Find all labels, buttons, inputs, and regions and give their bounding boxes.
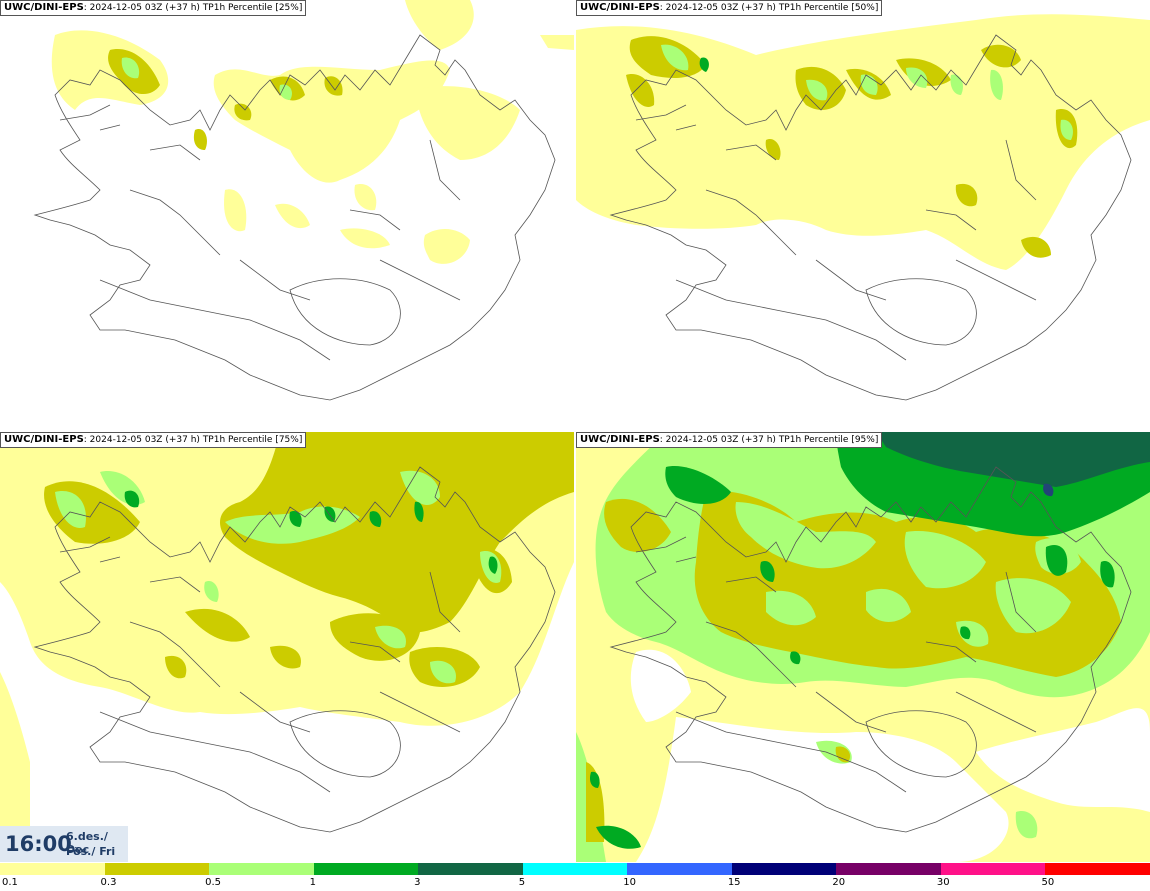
colorbar-segment bbox=[104, 863, 210, 875]
model-name: UWC/DINI-EPS bbox=[4, 434, 84, 445]
variable-name: TP1h Percentile bbox=[778, 435, 849, 445]
panel-title-p25: UWC/DINI-EPS: 2024-12-05 03Z (+37 h) TP1… bbox=[0, 0, 307, 16]
colorbar-tick-label: 20 bbox=[832, 877, 846, 888]
lead-time: (+37 h) bbox=[741, 3, 776, 13]
iceland-coastline bbox=[33, 466, 556, 833]
model-name: UWC/DINI-EPS bbox=[580, 2, 660, 13]
map-panel-p50: UWC/DINI-EPS: 2024-12-05 03Z (+37 h) TP1… bbox=[576, 0, 1150, 430]
map-panel-p25: UWC/DINI-EPS: 2024-12-05 03Z (+37 h) TP1… bbox=[0, 0, 574, 430]
valid-time-box: 16:00 6.des./ Dec Fös./ Fri bbox=[0, 826, 128, 862]
percentile-label: [50%] bbox=[851, 3, 879, 13]
map-panel-p95: UWC/DINI-EPS: 2024-12-05 03Z (+37 h) TP1… bbox=[576, 432, 1150, 862]
colorbar-segment bbox=[627, 863, 733, 875]
model-name: UWC/DINI-EPS bbox=[580, 434, 660, 445]
colorbar bbox=[0, 863, 1150, 875]
colorbar-segment bbox=[313, 863, 419, 875]
run-time: 2024-12-05 03Z bbox=[665, 435, 739, 445]
colorbar-tick-label: 15 bbox=[727, 877, 741, 888]
colorbar-tick-label: 50 bbox=[1041, 877, 1055, 888]
colorbar-tick-label: 3 bbox=[414, 877, 421, 888]
valid-hour: 16:00 bbox=[5, 832, 72, 856]
panel-title-p50: UWC/DINI-EPS: 2024-12-05 03Z (+37 h) TP1… bbox=[576, 0, 883, 16]
colorbar-segment bbox=[836, 863, 942, 875]
iceland-coastline bbox=[33, 34, 556, 401]
precip-field bbox=[576, 14, 1150, 270]
colorbar-segment bbox=[0, 863, 105, 875]
percentile-label: [75%] bbox=[275, 435, 303, 445]
lead-time: (+37 h) bbox=[165, 3, 200, 13]
colorbar-tick-label: 0.5 bbox=[205, 877, 221, 888]
colorbar-tick-label: 1 bbox=[309, 877, 316, 888]
panel-title-p75: UWC/DINI-EPS: 2024-12-05 03Z (+37 h) TP1… bbox=[0, 432, 307, 448]
colorbar-tick-label: 5 bbox=[518, 877, 526, 888]
colorbar-tick-label: 30 bbox=[936, 877, 950, 888]
valid-weekday: Fös./ Fri bbox=[66, 845, 116, 858]
percentile-label: [95%] bbox=[851, 435, 879, 445]
valid-date: 6.des./ Dec bbox=[66, 830, 108, 856]
model-name: UWC/DINI-EPS bbox=[4, 2, 84, 13]
percentile-label: [25%] bbox=[275, 3, 303, 13]
iceland-coastline bbox=[609, 34, 1132, 401]
colorbar-segment bbox=[522, 863, 628, 875]
colorbar-segment bbox=[209, 863, 315, 875]
map-canvas-p50 bbox=[576, 14, 1150, 401]
lead-time: (+37 h) bbox=[165, 435, 200, 445]
map-panel-p75: UWC/DINI-EPS: 2024-12-05 03Z (+37 h) TP1… bbox=[0, 432, 574, 862]
colorbar-segment bbox=[940, 863, 1046, 875]
run-time: 2024-12-05 03Z bbox=[89, 3, 163, 13]
colorbar-tick-label: 0.3 bbox=[100, 877, 117, 888]
precip-field bbox=[576, 432, 1150, 862]
lead-time: (+37 h) bbox=[741, 435, 776, 445]
iceland-coastline bbox=[609, 466, 1132, 833]
colorbar-tick-label: 10 bbox=[623, 877, 636, 888]
map-canvas-p25 bbox=[33, 0, 574, 401]
map-canvas-p95 bbox=[576, 432, 1150, 862]
run-time: 2024-12-05 03Z bbox=[89, 435, 163, 445]
variable-name: TP1h Percentile bbox=[202, 3, 273, 13]
precip-field bbox=[51, 0, 574, 264]
colorbar-segment bbox=[731, 863, 837, 875]
colorbar-segment bbox=[1045, 863, 1150, 875]
variable-name: TP1h Percentile bbox=[778, 3, 849, 13]
colorbar-segment bbox=[418, 863, 524, 875]
variable-name: TP1h Percentile bbox=[202, 435, 273, 445]
colorbar-tick-label: 0.1 bbox=[2, 877, 18, 888]
map-canvas-p75 bbox=[0, 432, 574, 862]
run-time: 2024-12-05 03Z bbox=[665, 3, 739, 13]
panel-title-p95: UWC/DINI-EPS: 2024-12-05 03Z (+37 h) TP1… bbox=[576, 432, 883, 448]
precip-field bbox=[0, 432, 574, 862]
